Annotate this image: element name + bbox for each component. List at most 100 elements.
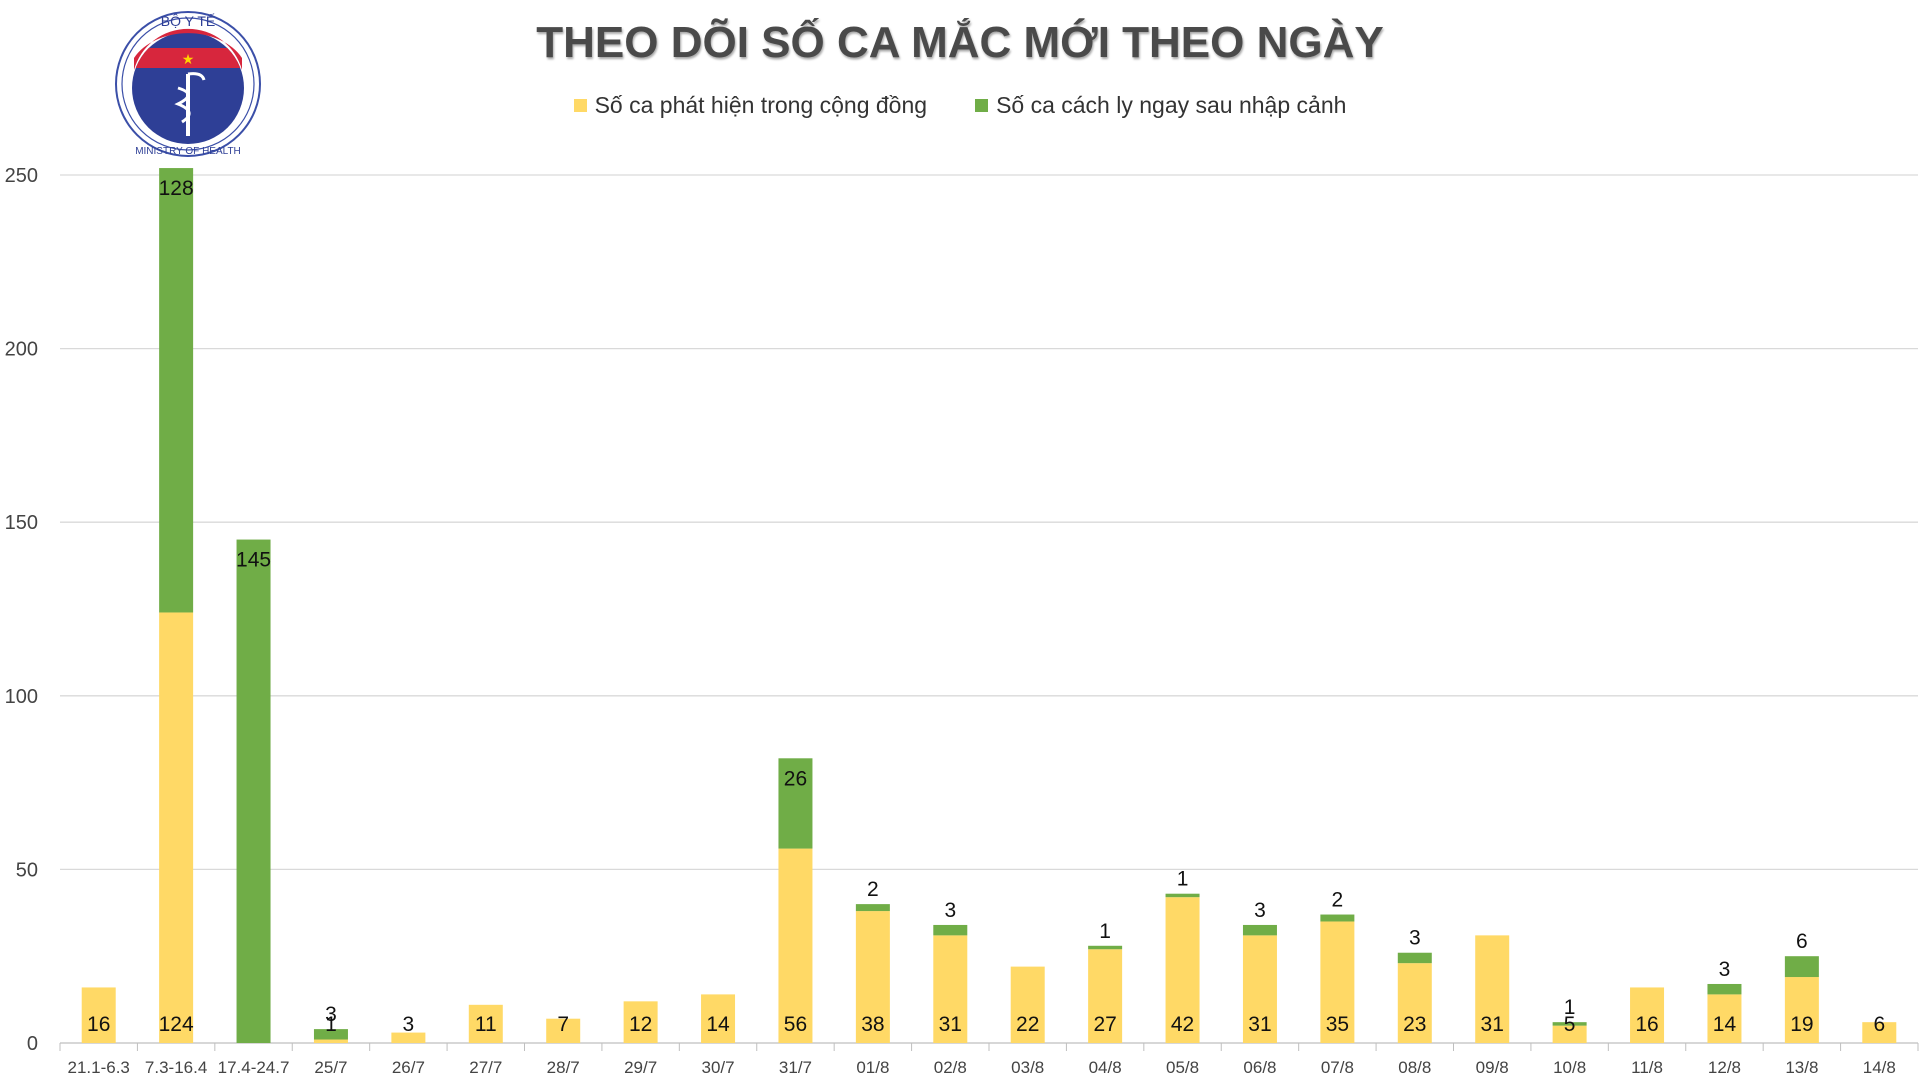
x-category-label: 26/7: [392, 1058, 425, 1077]
x-category-label: 04/8: [1089, 1058, 1122, 1077]
data-label-quarantine: 2: [867, 878, 879, 901]
x-category-label: 31/7: [779, 1058, 812, 1077]
y-tick-label: 0: [27, 1033, 38, 1055]
x-category-label: 29/7: [624, 1058, 657, 1077]
x-category-label: 21.1-6.3: [68, 1058, 130, 1077]
bar-quarantine: [933, 924, 968, 936]
x-category-label: 09/8: [1476, 1058, 1509, 1077]
bar-community: [1320, 921, 1355, 1043]
data-label-community: 11: [475, 1013, 497, 1036]
data-label-community: 12: [629, 1013, 652, 1036]
bar-community: [313, 1039, 348, 1043]
data-label-community: 35: [1326, 1013, 1349, 1036]
bar-community: [933, 935, 968, 1043]
data-label-community: 14: [1713, 1013, 1737, 1036]
data-label-community: 27: [1093, 1013, 1116, 1036]
bar-community: [1475, 935, 1510, 1043]
data-label-quarantine: 145: [236, 549, 271, 572]
x-category-label: 11/8: [1631, 1058, 1663, 1077]
bar-community: [468, 1004, 503, 1043]
logo-bottom-text: MINISTRY OF HEALTH: [135, 146, 241, 157]
bar-community: [1242, 935, 1277, 1043]
data-label-community: 124: [159, 1013, 194, 1036]
bar-quarantine: [1784, 956, 1819, 978]
bar-quarantine: [1088, 945, 1123, 950]
bar-community: [855, 911, 890, 1043]
data-label-community: 19: [1790, 1013, 1813, 1036]
x-category-label: 08/8: [1398, 1058, 1431, 1077]
data-label-quarantine: 128: [159, 177, 194, 200]
x-category-label: 28/7: [547, 1058, 580, 1077]
data-label-quarantine: 2: [1332, 889, 1344, 912]
legend-label-community: Số ca phát hiện trong cộng đồng: [594, 92, 928, 118]
x-category-label: 30/7: [701, 1058, 734, 1077]
bar-community: [1010, 966, 1045, 1043]
legend-swatch-community: [573, 99, 587, 112]
x-category-label: 06/8: [1243, 1058, 1276, 1077]
bar-quarantine: [1165, 893, 1200, 898]
data-label-quarantine: 3: [325, 1003, 337, 1026]
data-label-community: 14: [706, 1013, 730, 1036]
x-category-label: 02/8: [934, 1058, 967, 1077]
ministry-of-health-logo: ★ BỘ Y TẾ MINISTRY OF HEALTH: [115, 11, 261, 157]
bar-community: [623, 1001, 658, 1043]
x-category-label: 10/8: [1553, 1058, 1586, 1077]
bar-community: [1552, 1025, 1587, 1043]
bar-quarantine: [778, 758, 813, 849]
bar-community: [1397, 963, 1432, 1043]
x-category-label: 01/8: [856, 1058, 889, 1077]
data-label-community: 38: [861, 1013, 884, 1036]
x-category-label: 05/8: [1166, 1058, 1199, 1077]
bar-quarantine: [1707, 983, 1742, 995]
data-label-quarantine: 1: [1177, 868, 1189, 891]
y-tick-label: 150: [5, 512, 38, 534]
x-category-label: 25/7: [314, 1058, 347, 1077]
chart-legend: Số ca phát hiện trong cộng đồng Số ca cá…: [0, 92, 1920, 119]
bar-community: [81, 987, 116, 1043]
x-category-label: 07/8: [1321, 1058, 1354, 1077]
data-label-community: 3: [403, 1013, 415, 1036]
y-tick-label: 250: [5, 165, 38, 187]
bar-quarantine: [1320, 914, 1355, 922]
chart-title: THEO DÕI SỐ CA MẮC MỚI THEO NGÀY: [536, 18, 1384, 67]
data-label-quarantine: 1: [1564, 996, 1576, 1019]
data-label-quarantine: 3: [1254, 899, 1266, 922]
bar-community: [1784, 977, 1819, 1043]
data-label-quarantine: 26: [784, 767, 807, 790]
x-category-label: 03/8: [1011, 1058, 1044, 1077]
data-label-community: 31: [1481, 1013, 1504, 1036]
data-label-community: 56: [784, 1013, 807, 1036]
bar-quarantine: [855, 904, 890, 912]
bar-quarantine: [313, 1029, 348, 1040]
data-label-quarantine: 6: [1796, 930, 1808, 953]
data-label-community: 5: [1564, 1013, 1576, 1036]
data-label-community: 16: [1635, 1013, 1658, 1036]
data-label-community: 31: [1248, 1013, 1271, 1036]
bar-community: [1165, 897, 1200, 1043]
data-label-community: 23: [1403, 1013, 1426, 1036]
bar-community: [159, 612, 194, 1043]
data-label-quarantine: 3: [1719, 958, 1731, 981]
legend-label-quarantine: Số ca cách ly ngay sau nhập cảnh: [996, 92, 1347, 118]
x-category-label: 27/7: [469, 1058, 502, 1077]
bar-community: [1088, 949, 1123, 1043]
data-label-quarantine: 3: [1409, 927, 1421, 950]
bar-quarantine: [1397, 952, 1432, 964]
bar-quarantine: [1242, 924, 1277, 936]
data-label-community: 42: [1171, 1013, 1194, 1036]
bar-community: [1707, 994, 1742, 1043]
bar-community: [546, 1018, 581, 1043]
data-label-community: 16: [87, 1013, 110, 1036]
bar-community: [1862, 1022, 1897, 1043]
legend-item-community: Số ca phát hiện trong cộng đồng: [573, 92, 928, 119]
bar-quarantine: [236, 539, 271, 1043]
data-label-community: 22: [1016, 1013, 1039, 1036]
data-label-community: 1: [325, 1013, 337, 1036]
legend-swatch-quarantine: [975, 99, 989, 112]
bar-community: [701, 994, 736, 1043]
bar-quarantine: [1552, 1022, 1587, 1026]
data-label-quarantine: 1: [1099, 920, 1111, 943]
x-category-label: 7.3-16.4: [145, 1058, 207, 1077]
y-tick-label: 100: [5, 686, 38, 708]
